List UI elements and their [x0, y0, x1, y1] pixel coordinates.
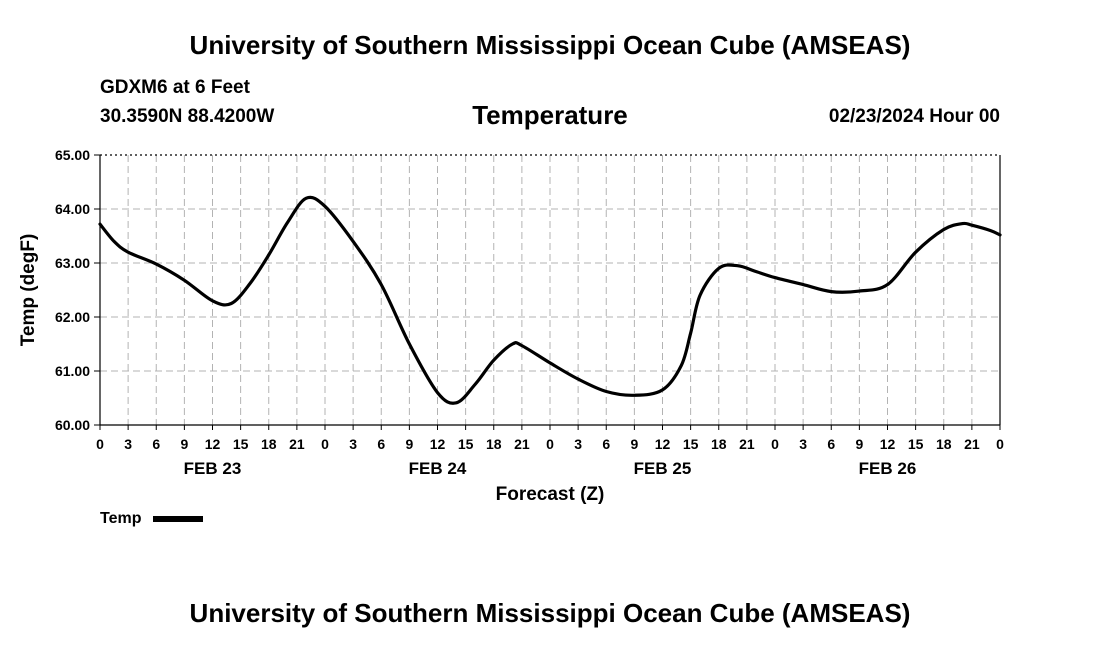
station-label: GDXM6 at 6 Feet — [100, 77, 250, 98]
x-tick-label: 0 — [321, 436, 329, 452]
x-tick-label: 12 — [430, 436, 446, 452]
x-tick-label: 12 — [880, 436, 896, 452]
date-label: FEB 25 — [634, 459, 692, 478]
x-tick-label: 3 — [349, 436, 357, 452]
x-tick-label: 0 — [771, 436, 779, 452]
x-tick-label: 18 — [936, 436, 952, 452]
x-tick-label: 21 — [964, 436, 980, 452]
date-label: FEB 23 — [184, 459, 242, 478]
x-tick-label: 6 — [377, 436, 385, 452]
x-tick-label: 0 — [996, 436, 1004, 452]
x-tick-label: 6 — [827, 436, 835, 452]
x-tick-label: 9 — [630, 436, 638, 452]
x-tick-label: 0 — [546, 436, 554, 452]
legend-label: Temp — [100, 510, 142, 527]
x-axis-title: Forecast (Z) — [496, 484, 605, 505]
y-tick-label: 60.00 — [55, 417, 90, 433]
x-tick-label: 18 — [261, 436, 277, 452]
y-tick-label: 63.00 — [55, 255, 90, 271]
series-line-temp — [98, 195, 1002, 405]
x-tick-label: 6 — [602, 436, 610, 452]
chart-title: Temperature — [472, 100, 628, 130]
coordinates-label: 30.3590N 88.4200W — [100, 106, 275, 127]
y-tick-label: 64.00 — [55, 201, 90, 217]
date-label: FEB 24 — [409, 459, 467, 478]
y-tick-label: 65.00 — [55, 147, 90, 163]
x-tick-label: 0 — [96, 436, 104, 452]
x-tick-label: 15 — [908, 436, 924, 452]
y-tick-label: 61.00 — [55, 363, 90, 379]
x-tick-label: 21 — [739, 436, 755, 452]
y-axis-title: Temp (degF) — [18, 234, 39, 347]
x-tick-label: 3 — [124, 436, 132, 452]
footer-title: University of Southern Mississippi Ocean… — [189, 598, 911, 628]
x-tick-label: 15 — [233, 436, 249, 452]
x-tick-label: 15 — [683, 436, 699, 452]
y-tick-label: 62.00 — [55, 309, 90, 325]
x-tick-label: 21 — [289, 436, 305, 452]
x-tick-label: 15 — [458, 436, 474, 452]
x-tick-label: 12 — [205, 436, 221, 452]
x-tick-label: 6 — [152, 436, 160, 452]
x-tick-label: 9 — [855, 436, 863, 452]
legend-line-swatch — [153, 516, 204, 522]
forecast-date-label: 02/23/2024 Hour 00 — [828, 106, 1000, 127]
date-label: FEB 26 — [859, 459, 917, 478]
page-title: University of Southern Mississippi Ocean… — [189, 30, 911, 60]
x-tick-label: 9 — [405, 436, 413, 452]
x-tick-label: 18 — [711, 436, 727, 452]
x-tick-label: 18 — [486, 436, 502, 452]
x-tick-label: 21 — [514, 436, 530, 452]
legend: Temp — [100, 510, 204, 528]
x-tick-label: 9 — [180, 436, 188, 452]
x-tick-label: 3 — [799, 436, 807, 452]
x-tick-label: 12 — [655, 436, 671, 452]
x-tick-label: 3 — [574, 436, 582, 452]
